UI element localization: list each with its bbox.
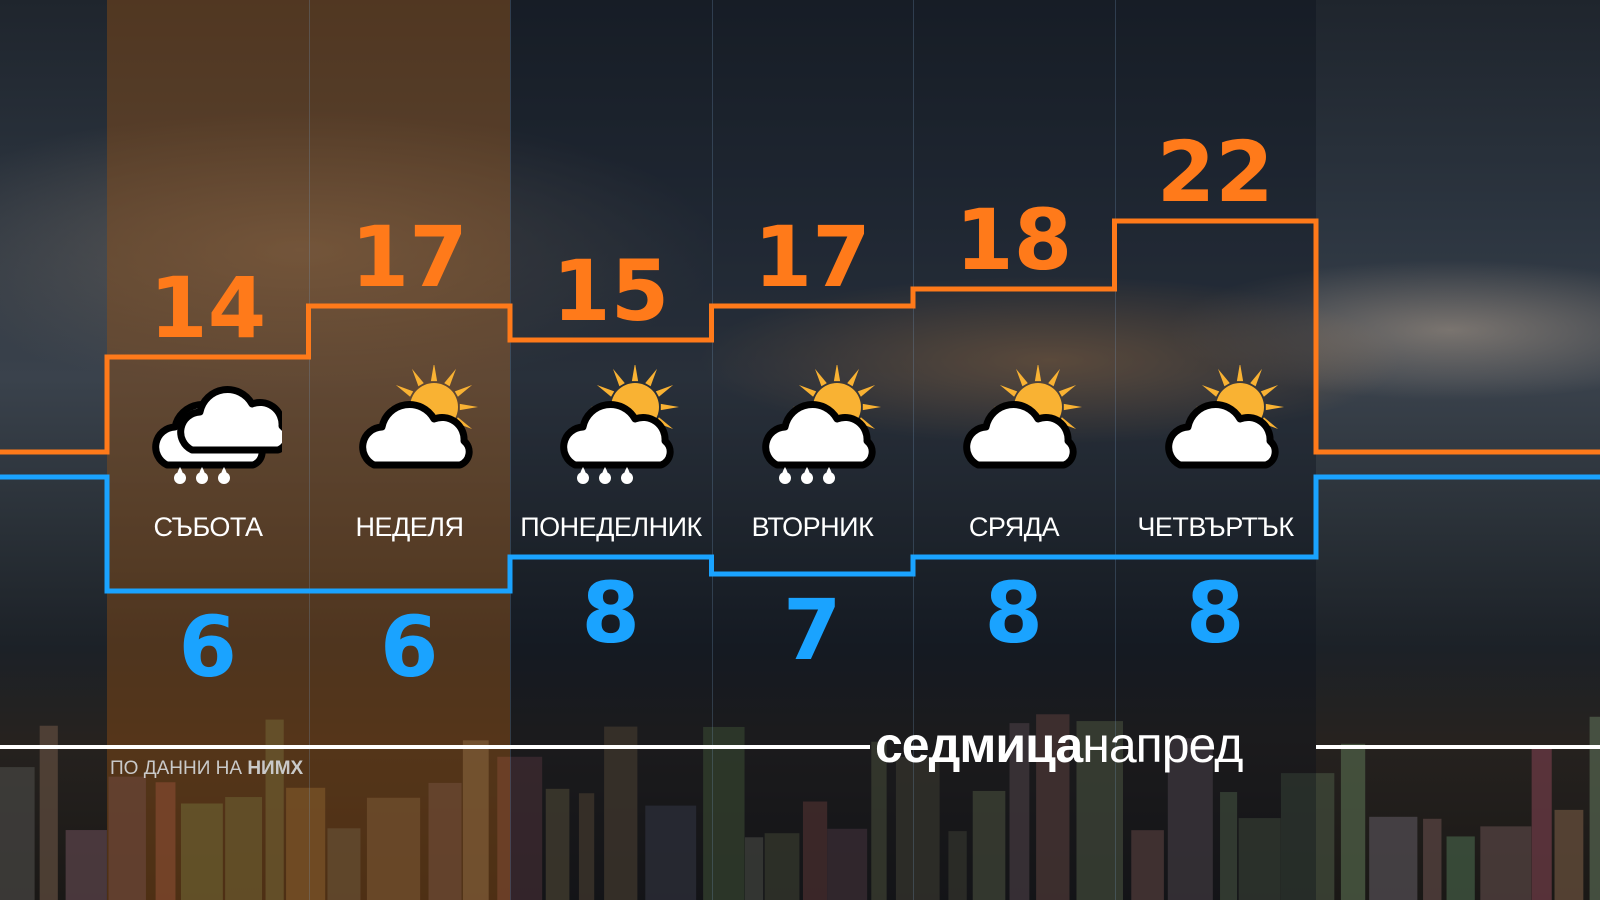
building bbox=[1446, 836, 1475, 900]
building bbox=[497, 756, 543, 900]
building bbox=[827, 828, 868, 900]
column-separator bbox=[510, 0, 511, 900]
building bbox=[1280, 773, 1335, 900]
building bbox=[0, 767, 35, 900]
building bbox=[1167, 738, 1213, 900]
data-source: ПО ДАННИ НА НИМХ bbox=[110, 758, 304, 779]
divider-line bbox=[0, 745, 870, 749]
building bbox=[645, 805, 697, 900]
building bbox=[1531, 745, 1552, 900]
high-temp-label: 17 bbox=[754, 208, 871, 306]
day-label: СЪБОТА bbox=[153, 512, 263, 542]
city-skyline bbox=[0, 714, 1600, 900]
building bbox=[1131, 830, 1164, 900]
building bbox=[972, 790, 1006, 900]
sun-cloud-icon bbox=[344, 363, 484, 495]
building bbox=[39, 725, 58, 900]
building bbox=[1238, 818, 1281, 900]
column-separator bbox=[711, 0, 713, 900]
low-temp-label: 8 bbox=[985, 564, 1043, 662]
building bbox=[1076, 721, 1123, 900]
building bbox=[1554, 809, 1584, 900]
building bbox=[462, 740, 489, 900]
high-temp-line bbox=[0, 218, 1600, 455]
building bbox=[948, 831, 967, 900]
sun-cloud-icon bbox=[1150, 363, 1290, 495]
day-label: ЧЕТВЪРТЪК bbox=[1137, 512, 1294, 542]
building bbox=[265, 719, 284, 900]
low-temp-label: 6 bbox=[380, 598, 438, 696]
building bbox=[1009, 723, 1030, 900]
building bbox=[155, 782, 176, 900]
low-temp-label: 7 bbox=[783, 581, 841, 679]
sun-cloud-rain-icon bbox=[747, 363, 887, 495]
building bbox=[1589, 716, 1600, 900]
building bbox=[1340, 743, 1366, 900]
building bbox=[65, 830, 107, 900]
building bbox=[108, 776, 146, 900]
day-label: ПОНЕДЕЛНИК bbox=[520, 512, 702, 542]
cloud-rain-icon bbox=[142, 365, 291, 495]
building bbox=[578, 793, 595, 900]
building bbox=[366, 797, 421, 900]
sun-cloud-icon bbox=[948, 363, 1088, 495]
high-temp-label: 22 bbox=[1157, 123, 1274, 221]
building bbox=[1220, 792, 1238, 900]
building bbox=[180, 803, 223, 900]
building bbox=[1480, 826, 1532, 900]
building bbox=[895, 756, 940, 900]
building bbox=[286, 787, 326, 900]
column-separator bbox=[1114, 0, 1116, 900]
sun-cloud-rain-icon bbox=[545, 363, 685, 495]
day-label: СРЯДА bbox=[968, 512, 1060, 542]
building bbox=[703, 726, 745, 900]
building bbox=[871, 741, 887, 900]
building bbox=[1423, 818, 1442, 900]
building bbox=[545, 788, 570, 900]
building bbox=[764, 833, 800, 900]
show-logo: седмицанапред bbox=[875, 717, 1243, 773]
column-separator bbox=[913, 0, 914, 900]
building bbox=[225, 797, 263, 900]
high-temp-label: 17 bbox=[351, 208, 468, 306]
building bbox=[1369, 816, 1418, 900]
building bbox=[1036, 714, 1070, 900]
building bbox=[744, 837, 764, 900]
building bbox=[604, 726, 638, 900]
high-temp-label: 15 bbox=[552, 242, 669, 340]
building bbox=[327, 828, 361, 900]
low-temp-label: 6 bbox=[179, 598, 237, 696]
high-temp-label: 14 bbox=[149, 259, 266, 357]
day-label: ВТОРНИК bbox=[751, 512, 874, 542]
low-temp-label: 8 bbox=[1186, 564, 1244, 662]
day-label: НЕДЕЛЯ bbox=[355, 512, 464, 542]
building bbox=[428, 782, 462, 900]
divider-line-right bbox=[1316, 745, 1600, 749]
low-temp-line bbox=[0, 474, 1600, 594]
high-temp-label: 18 bbox=[955, 191, 1072, 289]
column-separator bbox=[308, 0, 310, 900]
low-temp-label: 8 bbox=[582, 564, 640, 662]
building bbox=[802, 801, 828, 900]
